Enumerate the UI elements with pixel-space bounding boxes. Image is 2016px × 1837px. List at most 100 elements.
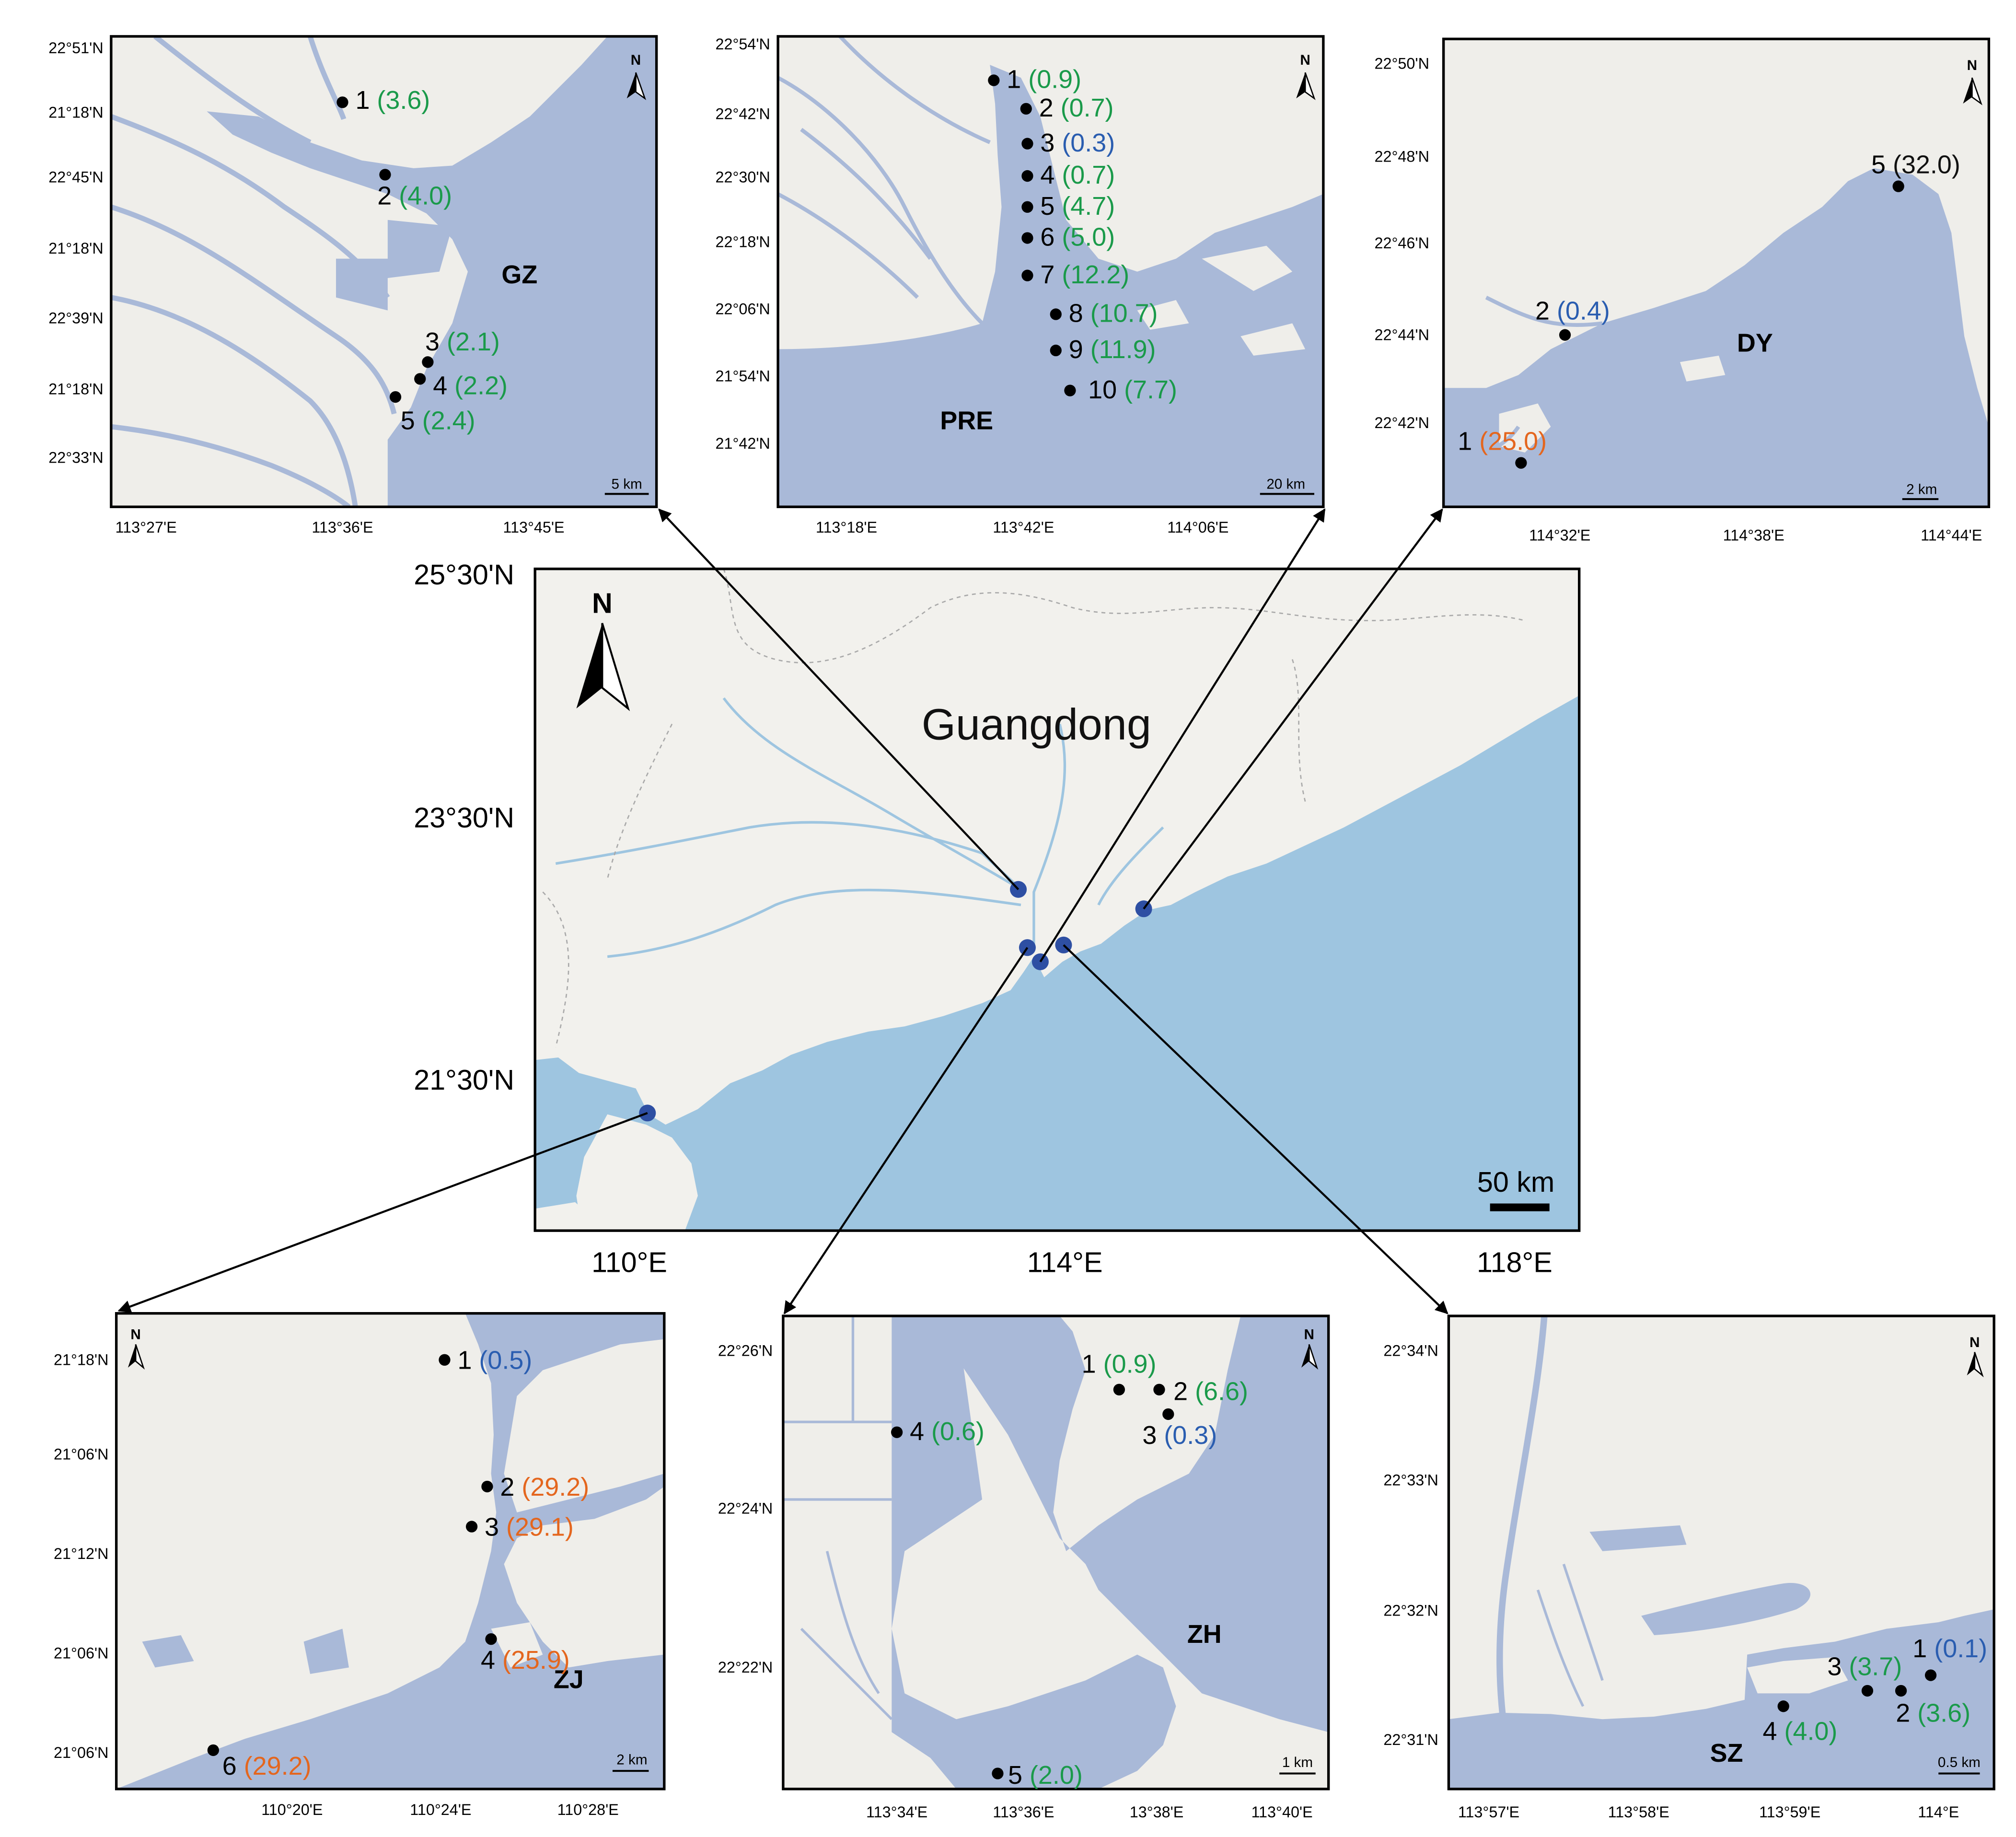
svg-text:113°36'E: 113°36'E (312, 519, 373, 536)
scale-bar-gz: 5 km (604, 477, 649, 495)
site-label: 1 (0.9) (1082, 1350, 1157, 1379)
svg-text:22°33'N: 22°33'N (1383, 1471, 1438, 1488)
inset-sz-title: SZ (1710, 1739, 1743, 1767)
sz-lon-labels: 113°57'E 113°58'E 113°59'E 114°E (1458, 1803, 1959, 1821)
scale-bar-dy: 2 km (1902, 481, 1939, 500)
site-label: 4 (0.6) (910, 1417, 985, 1446)
site-point (1050, 308, 1062, 320)
site-point (1113, 1384, 1125, 1395)
svg-text:5 km: 5 km (612, 477, 642, 492)
connector-arrows (117, 508, 1448, 1314)
svg-text:113°27'E: 113°27'E (116, 519, 177, 536)
svg-text:22°50'N: 22°50'N (1375, 55, 1429, 72)
inset-gz-title: GZ (501, 260, 537, 289)
svg-text:2 km: 2 km (616, 1752, 647, 1768)
main-lat-labels: 25°30'N 23°30'N 21°30'N (414, 558, 514, 1096)
site-label: 4 (25.9) (481, 1646, 570, 1674)
site-label: 2 (3.6) (1896, 1699, 1970, 1728)
svg-text:N: N (1967, 58, 1977, 73)
site-marker-zj (639, 1105, 656, 1122)
site-point (1924, 1669, 1937, 1681)
inset-pre: PRE N 20 km 1 (0.9) 2 (0.7) 3 (0.3) 4 (0… (715, 35, 1325, 536)
site-label: 10 (7.7) (1088, 375, 1177, 404)
arrow-to-dy (1143, 508, 1443, 910)
zj-sites: 1 (0.5) 2 (29.2) 3 (29.1) 4 (25.9) 6 (29… (207, 1346, 589, 1780)
svg-text:13°38'E: 13°38'E (1130, 1803, 1184, 1821)
site-label: 5 (4.7) (1040, 192, 1115, 221)
inset-dy: DY N 2 km 5 (32.0) 2 (0.4) 1 (25.0) 22°5… (1375, 37, 1991, 544)
site-point (1021, 269, 1033, 281)
svg-text:N: N (1304, 1327, 1314, 1343)
north-label-main: N (592, 587, 613, 619)
svg-text:22°18'N: 22°18'N (715, 233, 770, 250)
site-label: 3 (0.3) (1040, 128, 1115, 157)
site-label: 2 (0.7) (1039, 93, 1114, 122)
scale-bar-zj: 2 km (612, 1752, 649, 1772)
lon-label: 110°E (591, 1246, 667, 1278)
site-point (1162, 1408, 1174, 1420)
svg-text:22°33'N: 22°33'N (48, 449, 103, 466)
svg-text:22°44'N: 22°44'N (1375, 326, 1429, 343)
gz-lat-labels: 22°51'N 21°18'N 22°45'N 21°18'N 22°39'N … (48, 39, 103, 466)
site-label: 5 (32.0) (1871, 151, 1960, 179)
svg-text:22°42'N: 22°42'N (1375, 414, 1429, 431)
dy-lon-labels: 114°32'E 114°38'E 114°44'E (1529, 526, 1982, 544)
svg-text:113°58'E: 113°58'E (1608, 1803, 1669, 1821)
svg-text:2 km: 2 km (1906, 481, 1937, 497)
site-point (414, 373, 426, 385)
hainan-coast (535, 1202, 608, 1231)
gz-estuary (207, 36, 657, 507)
site-point (481, 1480, 493, 1493)
svg-text:22°32'N: 22°32'N (1383, 1602, 1438, 1619)
site-label: 1 (0.9) (1007, 65, 1081, 94)
sz-bay (1448, 1609, 1994, 1789)
svg-text:22°42'N: 22°42'N (715, 105, 770, 122)
svg-text:22°22'N: 22°22'N (718, 1659, 773, 1676)
svg-text:113°57'E: 113°57'E (1458, 1803, 1519, 1821)
svg-text:21°42'N: 21°42'N (715, 435, 770, 452)
svg-text:21°18'N: 21°18'N (48, 104, 103, 121)
site-point (389, 391, 402, 403)
site-point (1020, 103, 1032, 115)
site-label: 9 (11.9) (1069, 335, 1156, 364)
site-label: 3 (0.3) (1142, 1421, 1217, 1450)
svg-text:22°48'N: 22°48'N (1375, 148, 1429, 165)
north-arrow-gz: N (626, 52, 647, 100)
svg-text:114°E: 114°E (1918, 1803, 1959, 1821)
svg-text:113°40'E: 113°40'E (1251, 1803, 1312, 1821)
site-label: 1 (25.0) (1458, 427, 1547, 456)
site-label: 1 (3.6) (355, 86, 430, 115)
site-point (988, 74, 1000, 86)
svg-text:110°28'E: 110°28'E (557, 1801, 619, 1818)
site-point (485, 1633, 497, 1645)
site-label: 5 (2.0) (1008, 1761, 1083, 1790)
site-label: 4 (0.7) (1040, 161, 1115, 189)
site-label: 6 (5.0) (1040, 223, 1115, 252)
pre-lon-labels: 113°18'E 113°42'E 114°06'E (816, 519, 1229, 536)
main-rivers (555, 697, 1164, 958)
svg-text:21°06'N: 21°06'N (54, 1645, 108, 1662)
svg-text:22°46'N: 22°46'N (1375, 234, 1429, 252)
site-point (1021, 170, 1033, 182)
svg-text:N: N (1300, 52, 1310, 68)
inset-zj: ZJ N 2 km 1 (0.5) 2 (29.2) 3 (29.1) 4 (2… (54, 1312, 666, 1818)
svg-text:21°18'N: 21°18'N (48, 381, 103, 398)
svg-text:0.5 km: 0.5 km (1938, 1755, 1981, 1770)
north-arrow-sz: N (1967, 1335, 1984, 1378)
site-point (891, 1426, 903, 1438)
arrow-to-zj (117, 1112, 648, 1313)
dy-lat-labels: 22°50'N 22°48'N 22°46'N 22°44'N 22°42'N (1375, 55, 1429, 431)
svg-text:22°26'N: 22°26'N (718, 1342, 773, 1360)
site-label: 6 (29.2) (222, 1752, 312, 1780)
inset-zh-title: ZH (1187, 1620, 1222, 1649)
site-label: 2 (6.6) (1173, 1377, 1248, 1406)
site-label: 3 (2.1) (425, 327, 500, 356)
pre-sites: 1 (0.9) 2 (0.7) 3 (0.3) 4 (0.7) 5 (4.7) … (988, 65, 1177, 404)
svg-text:22°34'N: 22°34'N (1383, 1342, 1438, 1360)
svg-text:N: N (1970, 1335, 1980, 1350)
site-label: 7 (12.2) (1040, 260, 1129, 289)
site-point (1861, 1685, 1874, 1697)
svg-text:1 km: 1 km (1282, 1755, 1313, 1770)
svg-text:22°06'N: 22°06'N (715, 301, 770, 318)
svg-text:22°30'N: 22°30'N (715, 169, 770, 186)
